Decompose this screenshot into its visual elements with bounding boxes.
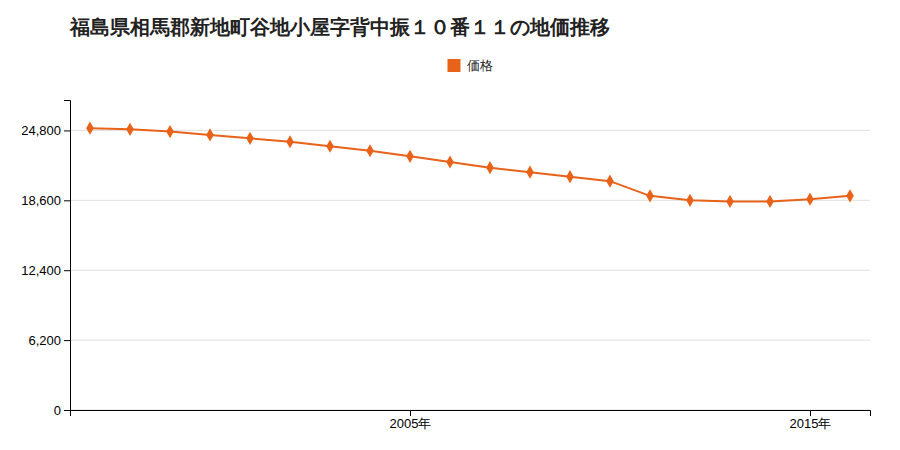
legend-label: 価格 [467, 58, 493, 73]
marker [326, 140, 334, 153]
tick-label: 2015年 [790, 416, 832, 431]
tick-mark [64, 270, 70, 271]
x-axis: 2005年 2015年 [71, 410, 871, 431]
tick: 0 [54, 403, 70, 418]
marker [726, 195, 734, 208]
marker [526, 166, 534, 179]
plot: 0 6,200 12,400 18,600 24,800 2005年 2015年 [21, 101, 870, 432]
tick-mark [64, 410, 70, 411]
tick: 6,200 [28, 333, 70, 348]
grid-line [70, 270, 870, 271]
tick-mark [64, 340, 70, 341]
axis-line [64, 101, 71, 411]
marker [86, 122, 94, 135]
tick-mark [64, 200, 70, 201]
tick-label: 24,800 [21, 123, 61, 138]
marker [126, 123, 134, 136]
tick: 24,800 [21, 123, 70, 138]
marker [286, 135, 294, 148]
tick-label: 18,600 [21, 193, 61, 208]
legend-swatch [448, 59, 461, 72]
tick: 18,600 [21, 193, 70, 208]
marker [406, 150, 414, 163]
marker [566, 170, 574, 183]
tick-mark [410, 410, 411, 416]
marker [246, 132, 254, 145]
marker [806, 193, 814, 206]
marker [486, 161, 494, 174]
tick: 2005年 [390, 410, 432, 431]
tick-label: 0 [54, 403, 61, 418]
marker [766, 195, 774, 208]
legend-item: 価格 [448, 58, 493, 73]
grid-line [70, 340, 870, 341]
marker [166, 125, 174, 138]
y-axis: 0 6,200 12,400 18,600 24,800 [21, 101, 70, 418]
tick-mark [810, 410, 811, 416]
tick-label: 6,200 [28, 333, 61, 348]
line [90, 128, 850, 201]
marker [206, 128, 214, 141]
marker [366, 144, 374, 157]
grid-line [70, 130, 870, 131]
marks [86, 122, 854, 208]
marker [846, 189, 854, 202]
tick-label: 12,400 [21, 263, 61, 278]
marker [446, 155, 454, 168]
tick: 2015年 [790, 410, 832, 431]
legend: 価格 [448, 58, 493, 73]
title: 福島県相馬郡新地町谷地小屋字背中振１０番１１の地価推移 [69, 15, 610, 39]
axis-line [71, 411, 871, 417]
tick-mark [64, 130, 70, 131]
tick-label: 2005年 [390, 416, 432, 431]
grid [70, 130, 870, 410]
marker [646, 189, 654, 202]
marker [686, 194, 694, 207]
marker [606, 175, 614, 188]
chart: 0 6,200 12,400 18,600 24,800 2005年 2015年 福島県相馬郡… [0, 0, 900, 450]
tick: 12,400 [21, 263, 70, 278]
